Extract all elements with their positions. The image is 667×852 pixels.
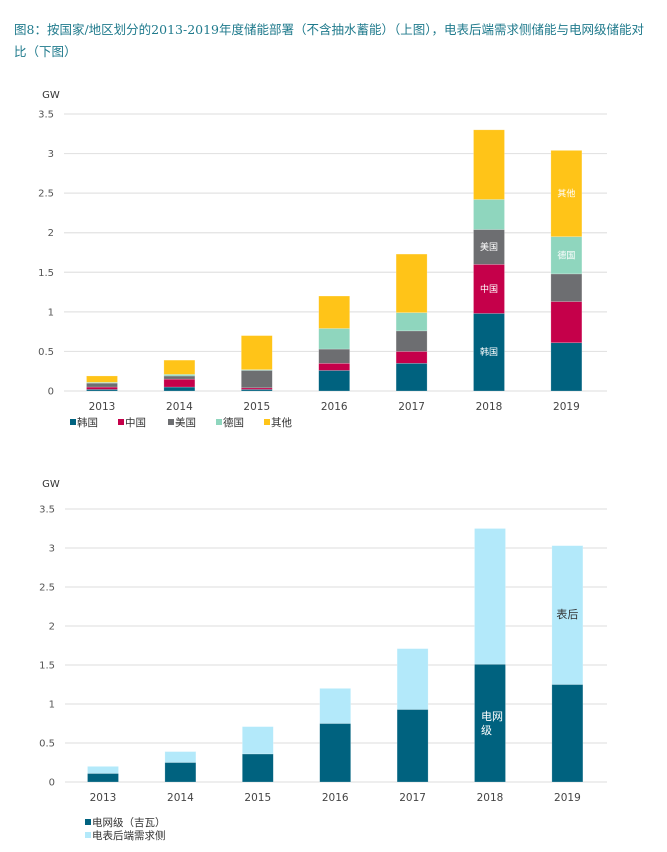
x-tick-label: 2014 (166, 401, 193, 413)
y-tick-label: 2 (48, 228, 54, 239)
bar-segment (473, 313, 505, 392)
x-tick-label: 2015 (244, 792, 271, 804)
y-axis-unit-label: GW (42, 90, 60, 101)
y-tick-label: 1 (49, 700, 55, 711)
bar-annotation: 表后 (556, 607, 578, 621)
bar-segment (164, 762, 197, 783)
bar-segment (319, 688, 352, 724)
legend-swatch (216, 419, 222, 425)
bar-segment (164, 751, 197, 763)
y-tick-label: 0 (48, 387, 54, 398)
bar-segment (473, 199, 505, 230)
x-tick-label: 2016 (321, 401, 348, 413)
bar-segment (474, 528, 506, 665)
bar-segment (550, 342, 583, 392)
bar-segment (241, 335, 273, 370)
bar-segment (473, 129, 505, 200)
bar-segment (551, 684, 584, 783)
y-tick-label: 2.5 (39, 583, 55, 594)
x-tick-label: 2017 (398, 401, 425, 413)
legend-label: 中国 (125, 416, 146, 429)
bar-segment (242, 726, 274, 755)
chart-by-country: GW 0 0.5 1 1.5 2 2.5 3 3.5 2013 2014 2015 2016 2017 20… (38, 90, 607, 429)
y-tick-label: 3 (48, 149, 54, 160)
bar-segment (550, 301, 583, 344)
legend-swatch (85, 832, 91, 838)
legend-swatch (118, 419, 124, 425)
bar-segment (396, 648, 429, 710)
bar-annotation: 电网 (481, 710, 503, 723)
x-tick-label: 2013 (90, 792, 117, 804)
legend-swatch (264, 419, 270, 425)
bar-segment (87, 766, 119, 774)
y-tick-label: 0 (49, 778, 55, 789)
bar-segment (396, 709, 429, 783)
bar-segment (550, 236, 583, 275)
bar-segment (87, 773, 119, 783)
y-tick-label: 3 (49, 544, 55, 555)
y-tick-label: 3.5 (38, 110, 54, 121)
bar-segment (395, 330, 428, 352)
bar-annotation: 德国 (557, 249, 575, 261)
bar-segment (395, 253, 428, 313)
x-tick-label: 2019 (553, 401, 580, 413)
x-tick-label: 2017 (399, 792, 426, 804)
legend-label: 电表后端需求侧 (92, 829, 166, 842)
bar-segment (86, 375, 118, 383)
legend-swatch (70, 419, 76, 425)
x-tick-label: 2014 (167, 792, 194, 804)
x-tick-label: 2015 (243, 401, 270, 413)
bar-annotation: 韩国 (480, 346, 498, 358)
bar-segment (473, 264, 505, 314)
y-tick-label: 2 (49, 622, 55, 633)
x-tick-label: 2016 (322, 792, 349, 804)
bar-annotation: 中国 (480, 283, 498, 295)
bar-annotation: 美国 (480, 241, 498, 253)
bar-annotation: 其他 (557, 188, 575, 200)
x-tick-label: 2018 (476, 401, 503, 413)
bar-segment (551, 545, 584, 685)
y-tick-label: 3.5 (39, 505, 55, 516)
y-tick-label: 1.5 (38, 268, 54, 279)
bar-segment (318, 295, 351, 329)
legend-label: 韩国 (77, 416, 98, 429)
y-tick-label: 2.5 (38, 189, 54, 200)
bar-segment (319, 723, 352, 783)
legend-swatch (85, 819, 91, 825)
bar-segment (163, 359, 196, 375)
y-tick-label: 1.5 (39, 661, 55, 672)
figure-caption: 图8：按国家/地区划分的2013-2019年度储能部署（不含抽水蓄能）（上图），… (14, 22, 645, 59)
x-tick-label: 2019 (554, 792, 581, 804)
legend-label: 其他 (271, 416, 292, 429)
bar-segment (474, 663, 506, 783)
bar-segment (550, 273, 583, 302)
y-axis-unit-label: GW (42, 479, 60, 490)
x-tick-label: 2013 (89, 401, 116, 413)
y-tick-label: 1 (48, 307, 54, 318)
x-tick-label: 2018 (477, 792, 504, 804)
legend-label: 电网级（吉瓦） (92, 816, 166, 829)
y-tick-label: 0.5 (39, 739, 55, 750)
legend-label: 美国 (175, 416, 196, 429)
bar-segment (473, 229, 505, 265)
bar-segment (242, 753, 274, 783)
legend-swatch (168, 419, 174, 425)
bar-annotation: 级 (481, 724, 492, 737)
y-tick-label: 0.5 (38, 347, 54, 358)
bar-segment (550, 150, 583, 237)
legend-label: 德国 (223, 416, 244, 429)
